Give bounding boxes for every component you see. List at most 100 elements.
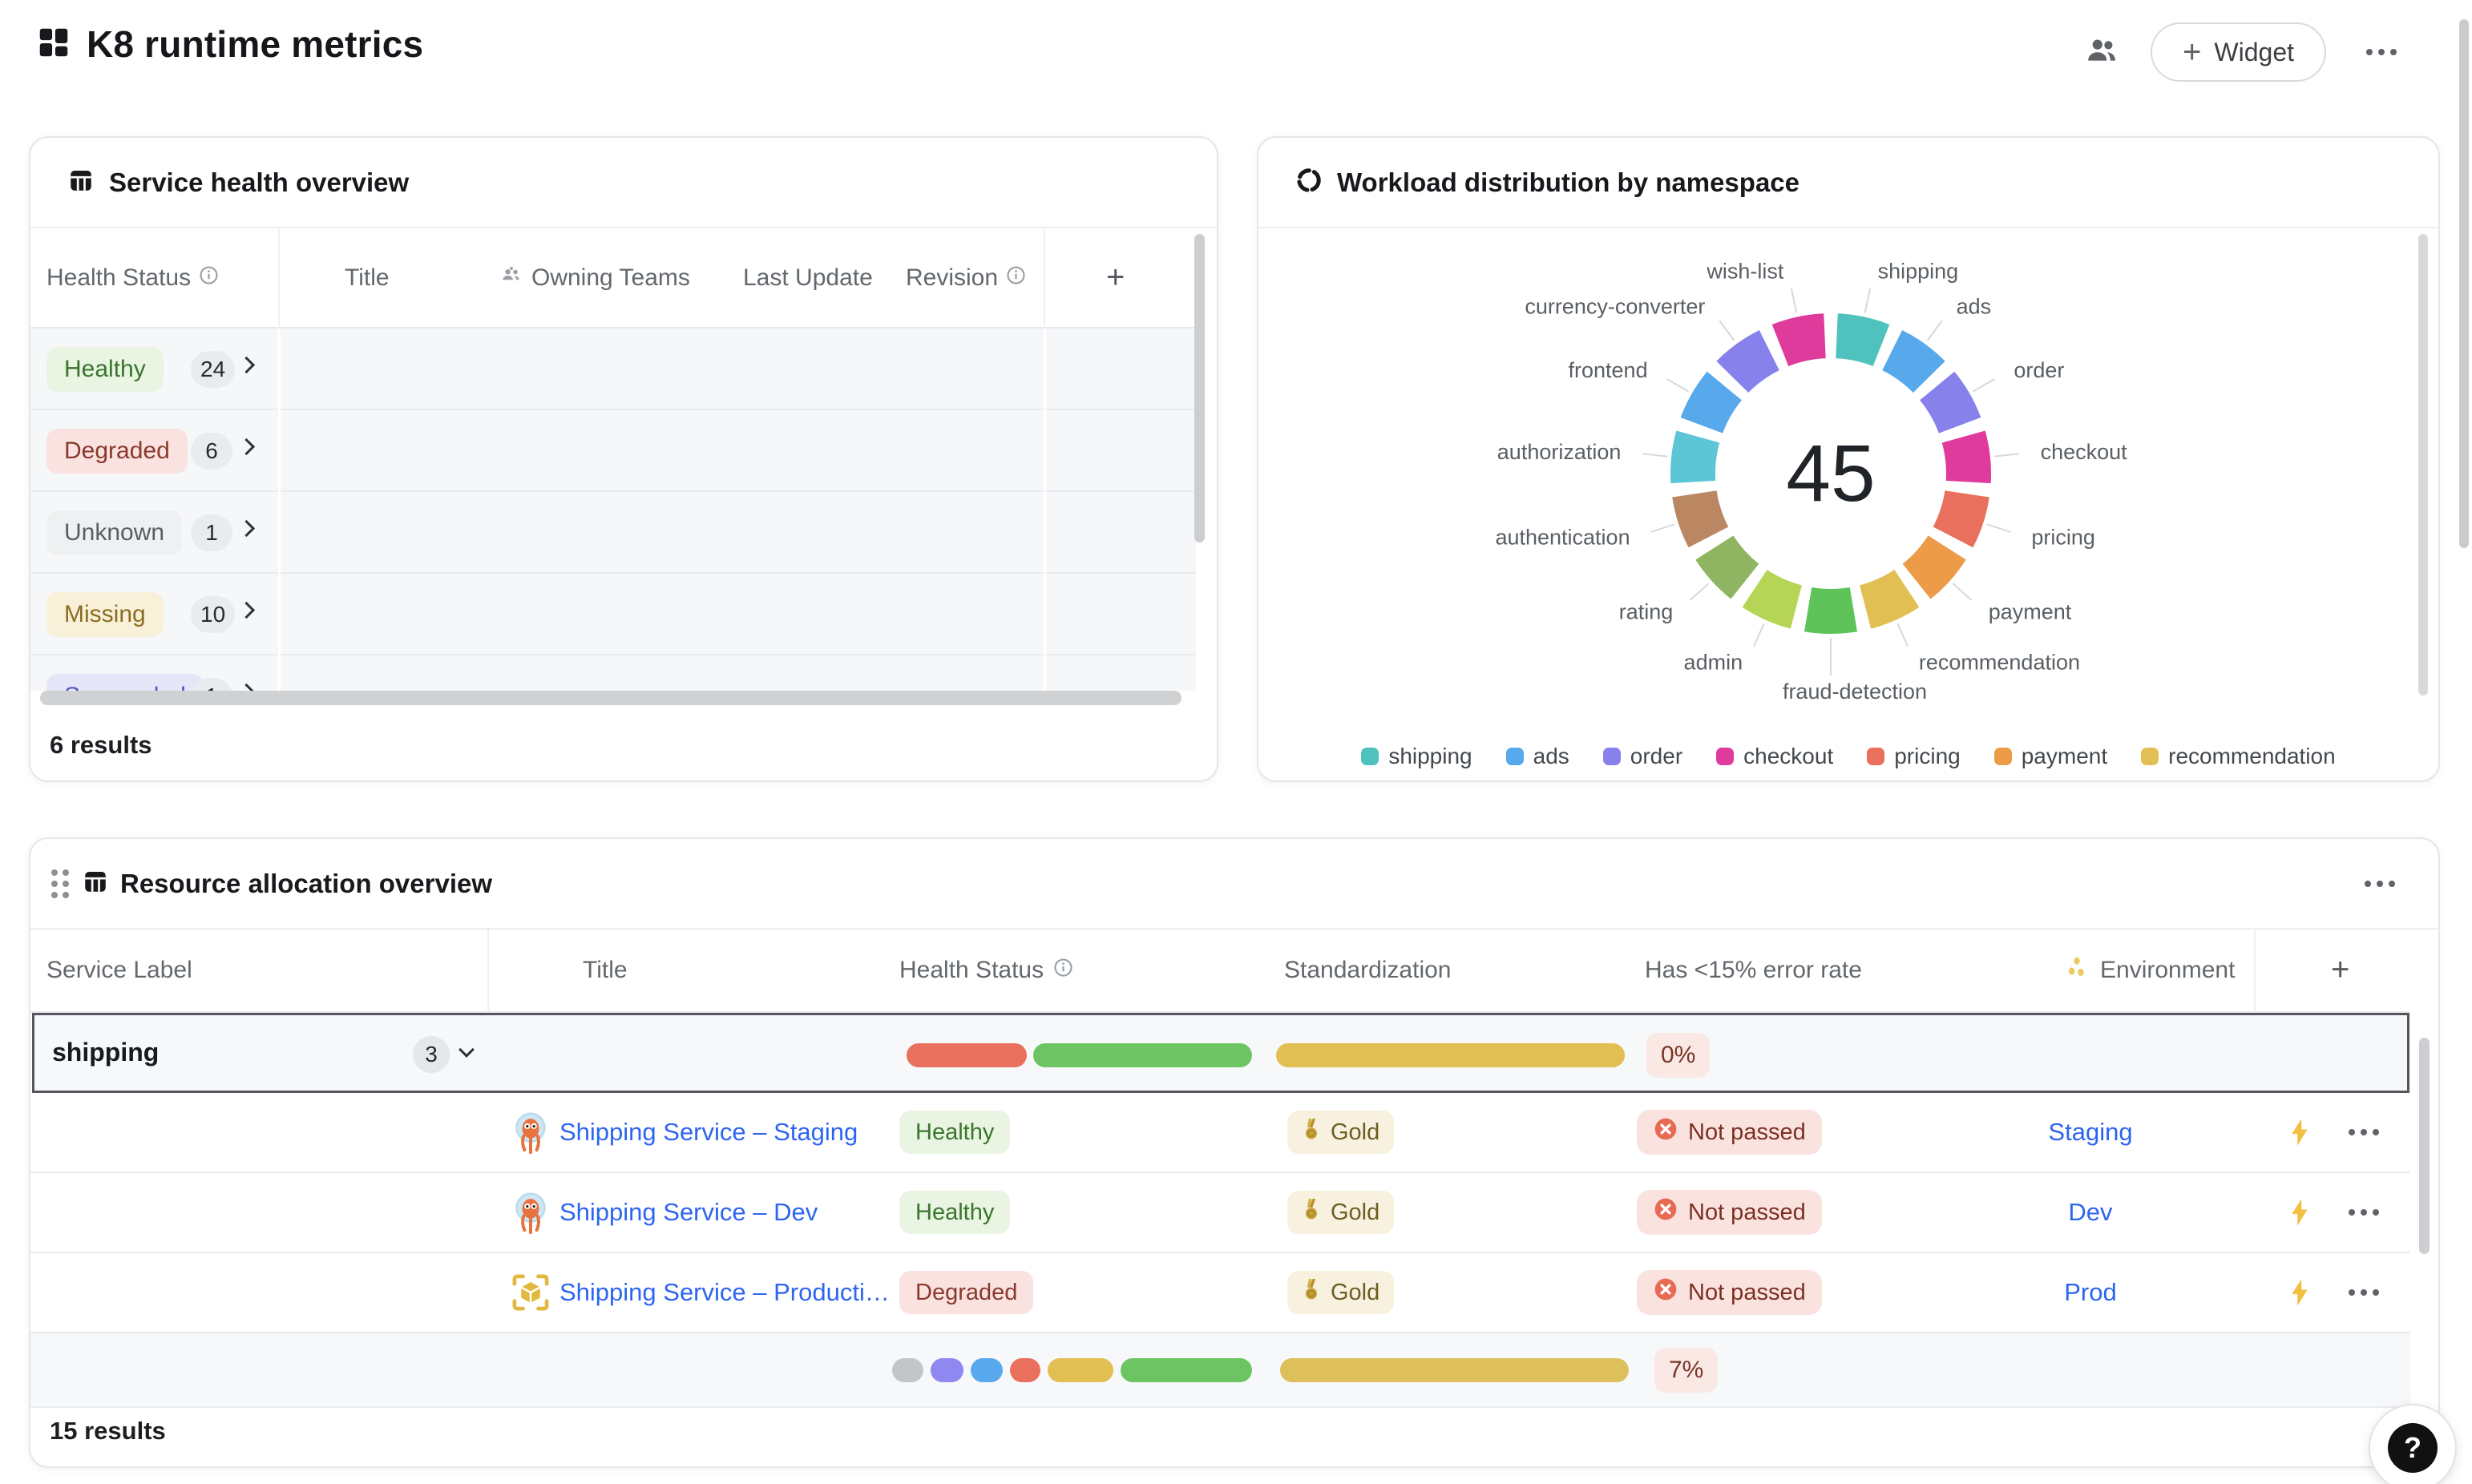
col-owning-teams[interactable]: Owning Teams — [499, 228, 690, 327]
row-kebab-menu[interactable] — [2349, 1253, 2379, 1332]
service-title-link[interactable]: Shipping Service – Dev — [559, 1198, 818, 1227]
donut-segment-rating[interactable] — [1715, 547, 1745, 581]
donut-segment-frontend[interactable] — [1702, 386, 1724, 425]
people-icon[interactable] — [2085, 34, 2119, 71]
donut-label: admin — [1684, 651, 1743, 675]
add-widget-button[interactable]: + Widget — [2151, 22, 2326, 82]
health-distribution-bar — [1033, 1043, 1252, 1067]
health-distribution-bar — [907, 1043, 1027, 1067]
col-title[interactable]: Title — [583, 929, 628, 1011]
health-row: Suspended1 — [30, 655, 1196, 691]
col-service-label[interactable]: Service Label — [46, 929, 192, 1011]
donut-segment-order[interactable] — [1937, 386, 1960, 425]
row-kebab-menu[interactable] — [2349, 1173, 2379, 1252]
col-standardization[interactable]: Standardization — [1284, 929, 1451, 1011]
chevron-right-icon[interactable] — [240, 359, 252, 371]
chevron-right-icon[interactable] — [240, 441, 252, 453]
environment-link[interactable]: Prod — [2064, 1278, 2116, 1307]
donut-segment-shipping[interactable] — [1837, 336, 1882, 345]
question-mark-icon: ? — [2388, 1423, 2438, 1473]
health-status-badge: Healthy — [899, 1191, 1010, 1234]
environment-dots-icon — [2063, 954, 2090, 987]
legend-item-pricing[interactable]: pricing — [1867, 744, 1960, 769]
environment-link[interactable]: Staging — [2048, 1118, 2132, 1147]
donut-segment-authorization[interactable] — [1693, 437, 1698, 482]
chevron-right-icon[interactable] — [240, 522, 252, 534]
legend-label: payment — [2022, 744, 2107, 769]
widget-kebab-menu[interactable] — [2357, 873, 2403, 895]
donut-label: ads — [1957, 294, 1992, 318]
donut-segment-wish-list[interactable] — [1780, 336, 1825, 345]
legend-item-recommendation[interactable]: recommendation — [2141, 744, 2336, 769]
donut-label: order — [2014, 358, 2064, 382]
donut-label: authentication — [1495, 526, 1630, 550]
donut-segment-checkout[interactable] — [1964, 437, 1969, 482]
health-status-badge: Healthy — [899, 1111, 1010, 1154]
error-check-badge: Not passed — [1637, 1270, 1822, 1315]
legend-swatch — [1603, 748, 1621, 765]
workload-scrollbar[interactable] — [2418, 234, 2428, 696]
drag-handle-icon[interactable] — [51, 869, 69, 898]
info-icon[interactable] — [1053, 957, 1073, 984]
health-horizontal-scrollbar[interactable] — [40, 691, 1181, 705]
lightning-icon[interactable] — [2288, 1173, 2312, 1252]
chevron-down-icon[interactable] — [461, 1047, 472, 1055]
page-scrollbar[interactable] — [2459, 19, 2469, 548]
legend-item-ads[interactable]: ads — [1506, 744, 1569, 769]
service-title-link[interactable]: Shipping Service – Staging — [559, 1118, 858, 1147]
add-column-button[interactable]: + — [1106, 228, 1125, 327]
widget-title: Service health overview — [109, 167, 409, 198]
group-label: shipping — [52, 1038, 159, 1067]
col-environment[interactable]: Environment — [2063, 929, 2235, 1011]
legend-item-shipping[interactable]: shipping — [1361, 744, 1472, 769]
workload-donut-chart[interactable]: shippingadsordercheckoutpricingpaymentre… — [1260, 228, 2440, 741]
legend-item-order[interactable]: order — [1603, 744, 1682, 769]
workload-widget: Workload distribution by namespace shipp… — [1257, 136, 2440, 782]
col-health-status[interactable]: Health Status — [899, 929, 1073, 1011]
row-kebab-menu[interactable] — [2349, 1093, 2379, 1171]
donut-segment-currency-converter[interactable] — [1732, 350, 1769, 377]
service-title-link[interactable]: Shipping Service – Producti… — [559, 1278, 890, 1307]
x-circle-icon — [1653, 1196, 1678, 1228]
legend-item-checkout[interactable]: checkout — [1716, 744, 1833, 769]
col-health-status[interactable]: Health Status — [46, 228, 219, 327]
service-health-widget: Service health overview Health Status Ti… — [29, 136, 1218, 782]
info-icon[interactable] — [1006, 264, 1026, 292]
environment-link[interactable]: Dev — [2068, 1198, 2112, 1227]
health-distribution-bar — [892, 1358, 923, 1382]
donut-segment-admin[interactable] — [1755, 588, 1796, 607]
health-vertical-scrollbar[interactable] — [1194, 234, 1205, 542]
lightning-icon[interactable] — [2288, 1253, 2312, 1332]
status-badge: Suspended — [46, 674, 204, 691]
add-column-button[interactable]: + — [2331, 929, 2349, 1011]
col-error-rate[interactable]: Has <15% error rate — [1645, 929, 1862, 1011]
legend-item-payment[interactable]: payment — [1994, 744, 2107, 769]
donut-label: shipping — [1878, 260, 1959, 284]
donut-segment-fraud-detection[interactable] — [1808, 610, 1854, 611]
service-row: Shipping Service – DevHealthyGoldNot pas… — [30, 1173, 2410, 1253]
chevron-right-icon[interactable] — [240, 604, 252, 616]
info-icon[interactable] — [199, 264, 219, 292]
page-kebab-menu[interactable] — [2358, 41, 2405, 63]
lightning-icon[interactable] — [2288, 1093, 2312, 1171]
health-distribution-bar — [971, 1358, 1003, 1382]
help-button[interactable]: ? — [2369, 1404, 2457, 1484]
col-title[interactable]: Title — [345, 228, 390, 327]
donut-segment-authentication[interactable] — [1694, 494, 1709, 537]
resource-vertical-scrollbar[interactable] — [2419, 1038, 2430, 1254]
table-icon — [82, 868, 109, 899]
donut-segment-recommendation[interactable] — [1865, 588, 1907, 607]
donut-segment-ads[interactable] — [1892, 350, 1929, 377]
standardization-badge: Gold — [1287, 1271, 1394, 1314]
status-badge: Missing — [46, 592, 164, 637]
standardization-bar — [1280, 1358, 1629, 1382]
standardization-bar — [1276, 1043, 1625, 1067]
donut-segment-payment[interactable] — [1917, 547, 1947, 581]
status-badge: Healthy — [46, 347, 164, 392]
service-row: Shipping Service – StagingHealthyGoldNot… — [30, 1093, 2410, 1173]
col-revision[interactable]: Revision — [906, 228, 1026, 327]
donut-segment-pricing[interactable] — [1953, 494, 1968, 537]
error-rate-badge: 0% — [1646, 1033, 1710, 1078]
col-last-update[interactable]: Last Update — [743, 228, 873, 327]
group-row-shipping[interactable]: shipping 3 0% — [32, 1013, 2409, 1093]
